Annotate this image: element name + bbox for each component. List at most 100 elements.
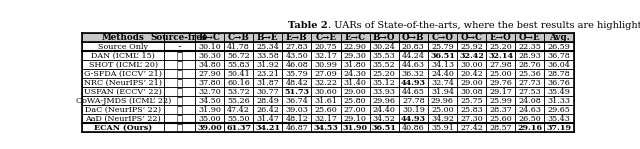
Bar xyxy=(515,60,545,69)
Bar xyxy=(253,51,282,60)
Text: 39.00: 39.00 xyxy=(197,124,222,132)
Bar xyxy=(428,78,457,87)
Bar xyxy=(312,114,340,123)
Bar xyxy=(457,51,486,60)
Bar xyxy=(312,105,340,114)
Bar xyxy=(164,123,195,132)
Bar xyxy=(195,87,224,96)
Bar xyxy=(457,114,486,123)
Bar xyxy=(340,123,370,132)
Text: 46.87: 46.87 xyxy=(285,124,308,132)
Bar xyxy=(83,123,164,132)
Bar xyxy=(83,114,164,123)
Bar xyxy=(515,96,545,105)
Bar xyxy=(457,105,486,114)
Bar xyxy=(224,87,253,96)
Bar xyxy=(370,105,399,114)
Bar xyxy=(312,87,340,96)
Text: B→O: B→O xyxy=(373,33,396,42)
Text: O→E: O→E xyxy=(519,33,541,42)
Bar xyxy=(515,114,545,123)
Bar xyxy=(195,60,224,69)
Text: 24.40: 24.40 xyxy=(372,106,396,114)
Bar xyxy=(370,69,399,78)
Bar xyxy=(83,60,164,69)
Text: . UARs of State-of-the-arts, where the best results are highlighted in bold.(%): . UARs of State-of-the-arts, where the b… xyxy=(328,21,640,30)
Bar xyxy=(370,78,399,87)
Bar xyxy=(486,123,515,132)
Bar xyxy=(399,96,428,105)
Text: 26.59: 26.59 xyxy=(547,43,570,51)
Text: C→E: C→E xyxy=(316,33,337,42)
Bar xyxy=(545,51,573,60)
Bar xyxy=(224,42,253,51)
Bar xyxy=(428,33,457,42)
Text: 31.87: 31.87 xyxy=(257,79,279,87)
Text: 29.00: 29.00 xyxy=(344,88,367,96)
Text: 29.00: 29.00 xyxy=(460,79,483,87)
Bar xyxy=(370,114,399,123)
Bar xyxy=(428,60,457,69)
Text: 55.83: 55.83 xyxy=(227,61,250,69)
Bar xyxy=(399,42,428,51)
Bar xyxy=(312,33,340,42)
Bar xyxy=(195,123,224,132)
Bar xyxy=(457,33,486,42)
Bar xyxy=(399,105,428,114)
Bar xyxy=(428,96,457,105)
Text: 29.96: 29.96 xyxy=(372,97,396,105)
Text: 44.24: 44.24 xyxy=(402,52,425,60)
Bar xyxy=(515,60,545,69)
Bar xyxy=(370,114,399,123)
Bar xyxy=(399,51,428,60)
Bar xyxy=(312,105,340,114)
Text: 32.14: 32.14 xyxy=(488,52,513,60)
Bar xyxy=(457,33,486,42)
Text: 25.36: 25.36 xyxy=(518,70,541,78)
Bar xyxy=(282,51,312,60)
Bar xyxy=(282,42,312,51)
Text: 25.00: 25.00 xyxy=(490,70,512,78)
Bar xyxy=(457,42,486,51)
Text: ✓: ✓ xyxy=(177,87,182,96)
Text: 29.10: 29.10 xyxy=(344,115,367,123)
Text: C→B: C→B xyxy=(228,33,250,42)
Text: 29.16: 29.16 xyxy=(517,124,542,132)
Bar xyxy=(282,96,312,105)
Text: 30.08: 30.08 xyxy=(460,88,483,96)
Text: 24.08: 24.08 xyxy=(518,97,541,105)
Bar xyxy=(457,78,486,87)
Bar xyxy=(340,42,370,51)
Bar xyxy=(224,114,253,123)
Text: 30.19: 30.19 xyxy=(402,106,425,114)
Bar xyxy=(515,42,545,51)
Bar xyxy=(253,123,282,132)
Bar xyxy=(545,42,573,51)
Bar xyxy=(515,114,545,123)
Bar xyxy=(282,78,312,87)
Bar xyxy=(486,51,515,60)
Text: 27.53: 27.53 xyxy=(518,88,541,96)
Text: ✓: ✓ xyxy=(177,114,182,123)
Bar xyxy=(399,114,428,123)
Bar xyxy=(224,123,253,132)
Bar xyxy=(428,123,457,132)
Text: 35.43: 35.43 xyxy=(547,115,570,123)
Bar xyxy=(195,33,224,42)
Bar xyxy=(253,33,282,42)
Bar xyxy=(457,69,486,78)
Text: 36.30: 36.30 xyxy=(198,52,221,60)
Bar xyxy=(515,105,545,114)
Text: CoWA-JMDS (ICML’ 22): CoWA-JMDS (ICML’ 22) xyxy=(76,97,171,105)
Bar xyxy=(399,60,428,69)
Bar xyxy=(195,105,224,114)
Text: 44.65: 44.65 xyxy=(402,88,425,96)
Bar xyxy=(224,51,253,60)
Text: 29.65: 29.65 xyxy=(547,106,570,114)
Bar xyxy=(312,78,340,87)
Bar xyxy=(164,60,195,69)
Bar xyxy=(515,87,545,96)
Bar xyxy=(370,60,399,69)
Bar xyxy=(457,42,486,51)
Text: 27.83: 27.83 xyxy=(285,43,308,51)
